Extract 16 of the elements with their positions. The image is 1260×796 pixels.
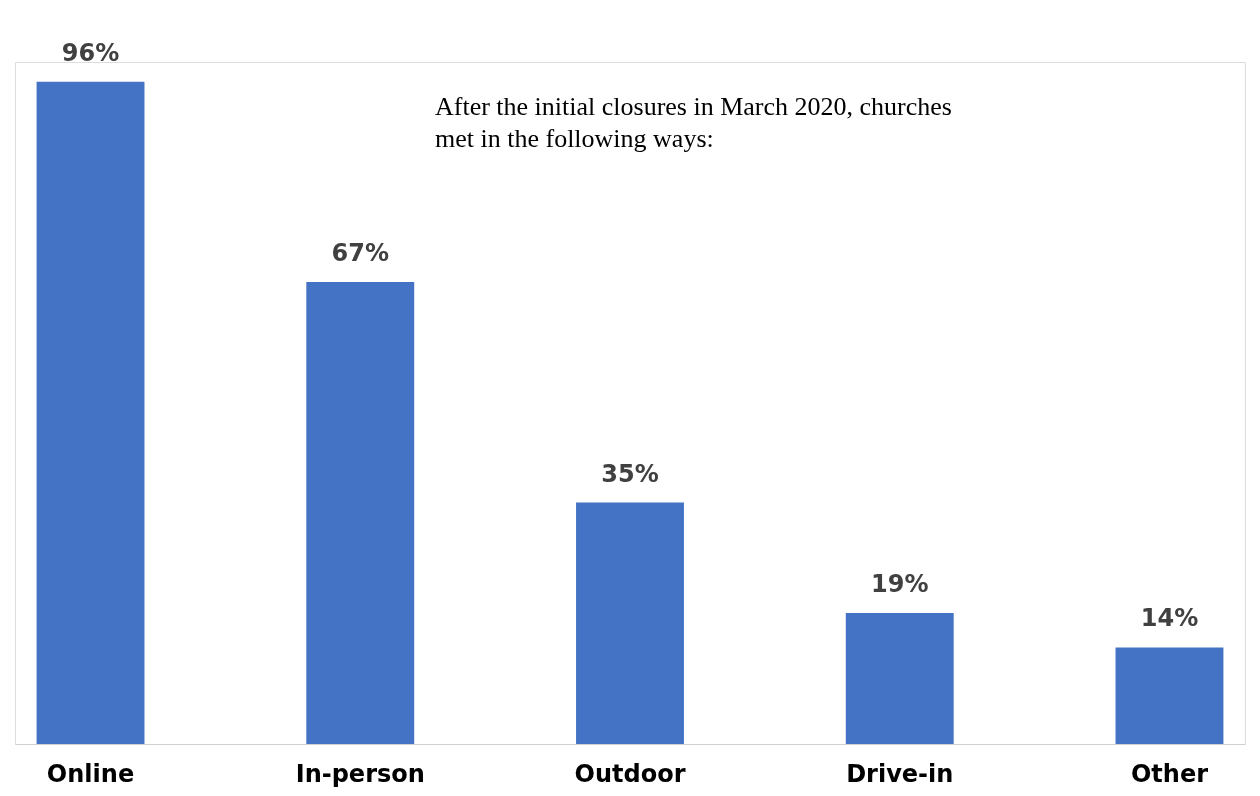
data-label: 19%: [871, 569, 929, 598]
bar: [1115, 647, 1224, 744]
data-label: 67%: [331, 238, 389, 267]
x-tick-label: Drive-in: [846, 759, 954, 788]
data-label: 14%: [1140, 604, 1199, 633]
x-tick-label: Outdoor: [574, 759, 686, 788]
x-tick-label: Other: [1130, 759, 1209, 788]
bar: [306, 281, 415, 744]
bar: [576, 502, 684, 744]
bar: [36, 81, 145, 744]
x-tick-label: In-person: [295, 759, 425, 788]
data-label: 96%: [61, 38, 120, 67]
bar: [845, 612, 954, 744]
x-tick-label: Online: [46, 759, 135, 788]
data-label: 35%: [601, 459, 659, 488]
annotation: After the initial closures in March 2020, churches met in the following ways:: [435, 92, 952, 153]
